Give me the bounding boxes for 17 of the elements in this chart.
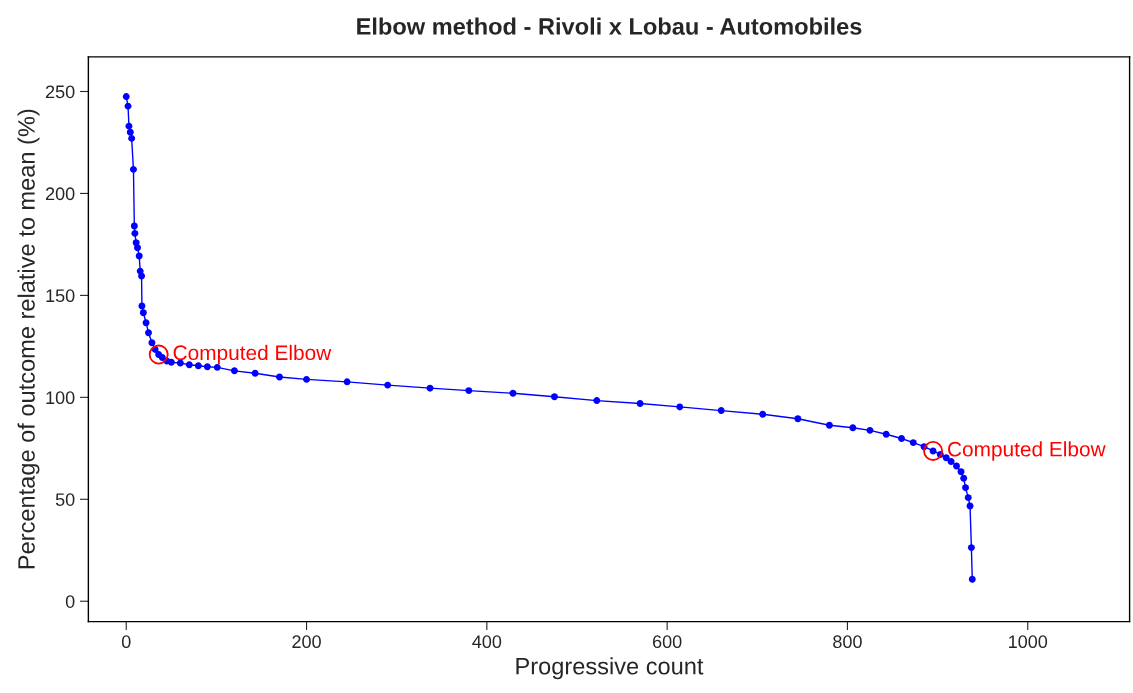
chart-title: Elbow method - Rivoli x Lobau - Automobiles xyxy=(357,17,862,35)
x-tick-label: 600 xyxy=(652,635,682,649)
y-tick-label: 150 xyxy=(46,289,75,303)
x-tick-label: 800 xyxy=(833,635,862,649)
annotation: Computed Elbow xyxy=(173,344,332,365)
x-tick-label: 1000 xyxy=(1009,635,1048,649)
x-tick-label: 0 xyxy=(121,635,131,649)
x-tick-label: 400 xyxy=(472,635,502,649)
y-axis-title: Percentage of outcome relative to mean (%) xyxy=(17,109,40,569)
y-tick-label: 50 xyxy=(55,493,75,506)
annotation: Computed Elbow xyxy=(948,441,1106,461)
y-tick-label: 0 xyxy=(65,595,75,608)
x-axis-title: Progressive count xyxy=(516,657,704,680)
y-tick-label: 200 xyxy=(45,187,75,201)
x-tick-label: 200 xyxy=(292,635,321,649)
y-tick-label: 250 xyxy=(45,85,75,99)
y-tick-label: 100 xyxy=(46,391,75,405)
